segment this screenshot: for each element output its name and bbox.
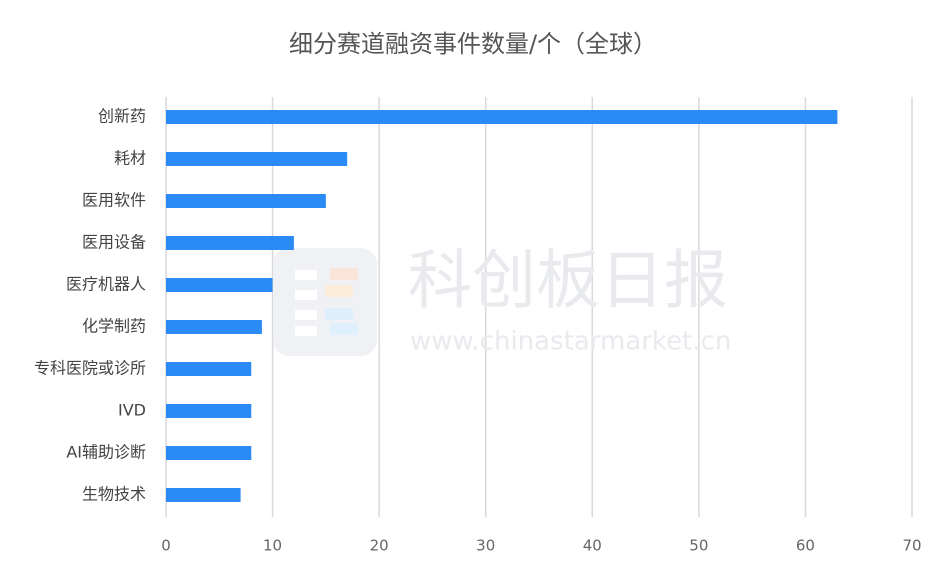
y-tick-label: 耗材 — [114, 149, 146, 168]
y-tick-label: IVD — [118, 401, 146, 420]
watermark-logo — [273, 248, 377, 356]
x-tick-label: 50 — [689, 537, 708, 555]
watermark-logo-block — [295, 290, 317, 300]
chart-title: 细分赛道融资事件数量/个（全球） — [289, 30, 657, 58]
y-tick-label: 创新药 — [98, 107, 146, 126]
bar — [166, 236, 294, 250]
watermark-logo-block — [295, 326, 317, 336]
bar — [166, 278, 273, 292]
y-tick-label: 医疗机器人 — [66, 275, 146, 294]
bar — [166, 404, 252, 418]
y-tick-label: 化学制药 — [82, 317, 146, 336]
watermark-logo-block — [325, 308, 353, 320]
watermark-logo-block — [325, 285, 353, 297]
x-tick-label: 20 — [370, 537, 389, 555]
x-tick-label: 30 — [476, 537, 495, 555]
watermark-url: www.chinastarmarket.cn — [410, 327, 731, 357]
watermark-logo-block — [330, 268, 358, 280]
watermark-logo-block — [295, 310, 317, 320]
x-tick-label: 10 — [263, 537, 282, 555]
bar — [166, 110, 838, 124]
x-tick-label: 40 — [583, 537, 602, 555]
bar — [166, 194, 326, 208]
watermark-logo-block — [295, 270, 317, 280]
x-tick-label: 0 — [161, 537, 171, 555]
bar — [166, 362, 252, 376]
watermark-logo-block — [330, 323, 358, 335]
bar — [166, 446, 252, 460]
y-tick-label: 生物技术 — [82, 485, 146, 504]
bar — [166, 488, 241, 502]
watermark-title: 科创板日报 — [408, 245, 728, 319]
x-tick-label: 60 — [796, 537, 815, 555]
y-tick-label: 专科医院或诊所 — [34, 359, 146, 378]
bar — [166, 320, 262, 334]
y-tick-label: AI辅助诊断 — [66, 443, 146, 462]
y-tick-label: 医用软件 — [82, 191, 146, 210]
y-tick-label: 医用设备 — [82, 233, 146, 252]
bar — [166, 152, 348, 166]
watermark — [273, 248, 377, 356]
x-tick-label: 70 — [902, 537, 921, 555]
